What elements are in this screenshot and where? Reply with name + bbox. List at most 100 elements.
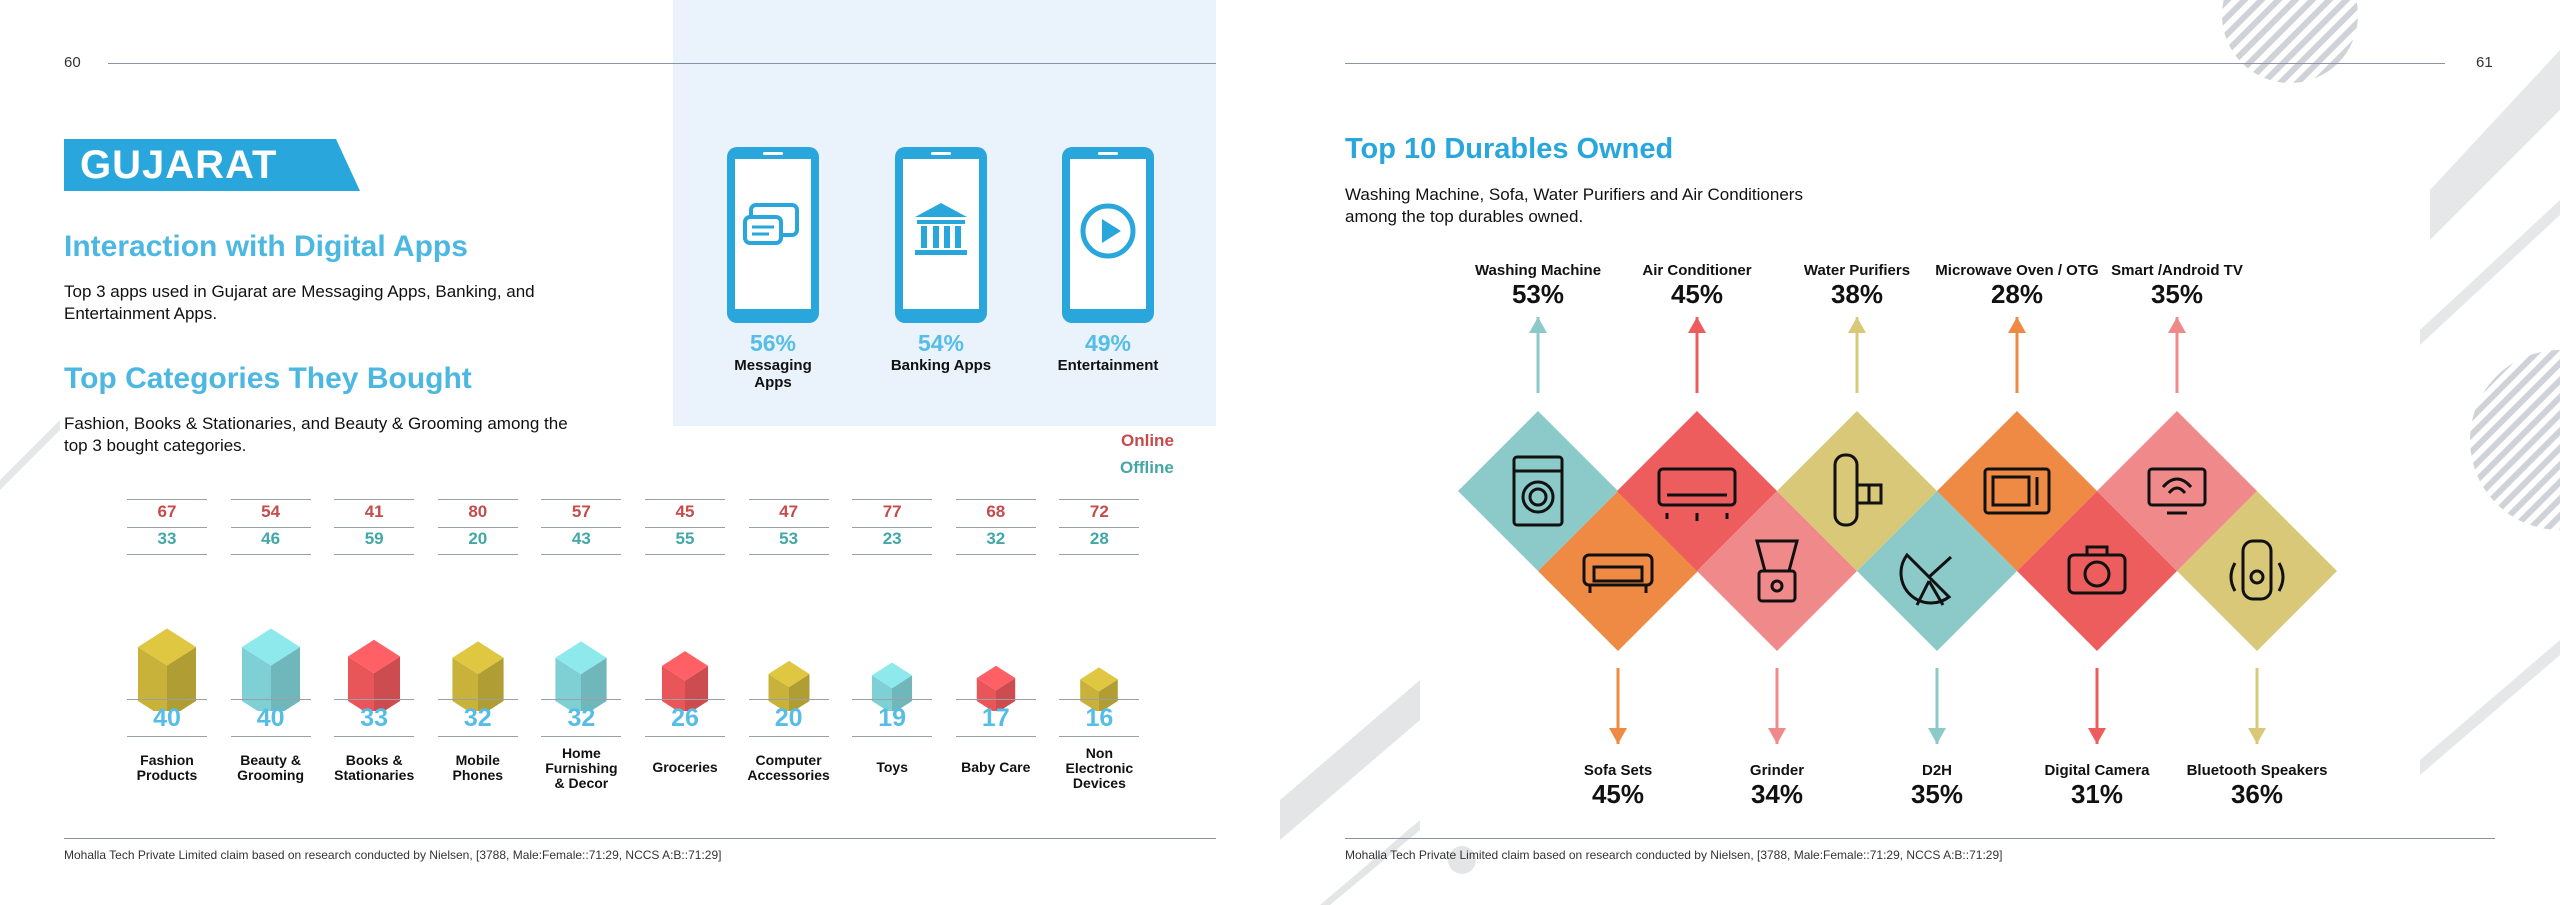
category-divider	[437, 554, 518, 555]
arrow-down	[2088, 668, 2106, 744]
category-divider	[127, 527, 207, 528]
category-online-value: 67	[157, 502, 177, 521]
category-divider	[955, 699, 1036, 700]
category-divider	[230, 736, 311, 737]
category-cube	[1080, 667, 1119, 711]
category-label: Fashion Products	[136, 752, 198, 783]
category-divider	[334, 699, 415, 700]
category-divider	[334, 736, 415, 737]
air-conditioner-icon	[1657, 467, 1737, 521]
speaker-icon	[2229, 539, 2285, 601]
app-card-banking: 54% Banking Apps	[886, 145, 996, 374]
category-offline-value: 20	[468, 529, 488, 548]
category-divider	[955, 499, 1036, 500]
durable-percentage: 28%	[1990, 279, 2044, 309]
section-heading-categories: Top Categories They Bought	[64, 362, 472, 395]
durable-label-bottom: Digital Camera 31%	[2007, 762, 2187, 810]
category-divider	[230, 527, 311, 528]
category-divider	[955, 736, 1036, 737]
category-divider	[645, 699, 725, 700]
category-divider	[127, 736, 207, 737]
category-divider	[748, 699, 829, 700]
category-column: 77 23 19 Toys	[852, 499, 933, 799]
category-label: Mobile Phones	[452, 752, 504, 783]
durables-text: Washing Machine, Sofa, Water Purifiers a…	[1345, 184, 1803, 228]
legend-online: Online	[1121, 431, 1174, 450]
arrow-up	[1688, 317, 1706, 393]
category-divider	[437, 499, 518, 500]
category-column: 68 32 17 Baby Care	[955, 499, 1036, 799]
category-divider	[1059, 554, 1140, 555]
category-divider	[437, 699, 518, 700]
category-label: Computer Accessories	[747, 752, 830, 783]
durable-percentage: 45%	[1670, 279, 1724, 309]
water-purifier-icon	[1833, 453, 1883, 527]
category-column: 67 33 40 Fashion Products	[127, 499, 207, 799]
title-tag-shape	[64, 139, 360, 191]
durable-percentage: 36%	[2230, 779, 2284, 809]
category-divider	[334, 499, 415, 500]
app-label: Banking Apps	[890, 357, 992, 374]
app-card-entertainment: 49% Entertainment	[1053, 145, 1163, 374]
header-rule-right	[1345, 63, 2445, 64]
category-offline-value: 33	[157, 529, 177, 548]
category-offline-value: 55	[675, 529, 695, 548]
arrow-up	[2008, 317, 2026, 393]
category-column: 47 53 20 Computer Accessories	[747, 499, 830, 799]
category-online-value: 72	[1089, 502, 1109, 521]
app-pct: 54%	[917, 330, 965, 356]
category-online-value: 54	[261, 502, 281, 521]
category-percentage: 20	[774, 704, 803, 732]
category-cube	[555, 641, 607, 711]
category-label: Toys	[876, 759, 908, 775]
durable-label-bottom: Sofa Sets 45%	[1528, 762, 1708, 810]
durable-label-bottom: Grinder 34%	[1687, 762, 1867, 810]
durable-name: Air Conditioner	[1642, 262, 1752, 279]
durable-label-bottom: Bluetooth Speakers 36%	[2167, 762, 2347, 810]
footer-right: Mohalla Tech Private Limited claim based…	[1345, 848, 2003, 862]
durable-label-top: Washing Machine 53%	[1448, 262, 1628, 310]
category-cube	[348, 639, 401, 711]
arrow-down	[1928, 668, 1946, 744]
category-divider	[955, 527, 1036, 528]
category-divider	[645, 527, 725, 528]
satellite-dish-icon	[1899, 552, 1953, 606]
category-divider	[645, 736, 725, 737]
category-divider	[230, 699, 311, 700]
category-divider	[127, 699, 207, 700]
category-divider	[1059, 699, 1140, 700]
category-divider	[645, 554, 725, 555]
category-percentage: 40	[153, 704, 181, 732]
play-icon	[1062, 147, 1154, 323]
category-divider	[748, 499, 829, 500]
footer-rule-right	[1345, 838, 2495, 839]
durable-name: Grinder	[1749, 762, 1805, 779]
category-divider	[852, 699, 933, 700]
diamond-shape	[1617, 411, 1777, 571]
durable-label-top: Air Conditioner 45%	[1607, 262, 1787, 310]
durable-name: Smart /Android TV	[2111, 262, 2243, 279]
category-divider	[334, 527, 415, 528]
category-percentage: 16	[1085, 704, 1114, 732]
category-cube	[768, 660, 810, 711]
page-number-left: 60	[64, 54, 81, 71]
category-cube	[872, 662, 913, 711]
durable-name: Bluetooth Speakers	[2186, 762, 2328, 779]
durable-percentage: 34%	[1750, 779, 1804, 809]
footer-rule-left	[64, 838, 1216, 839]
arrow-up	[2168, 317, 2186, 393]
section-text-categories-line1: Fashion, Books & Stationaries, and Beaut…	[64, 414, 568, 433]
category-online-value: 47	[779, 502, 799, 521]
microwave-icon	[1983, 467, 2051, 515]
category-divider	[334, 554, 415, 555]
category-column: 57 43 32 Home Furnishing & Decor	[541, 499, 622, 799]
category-divider	[437, 736, 518, 737]
category-divider	[1059, 736, 1140, 737]
app-pct: 56%	[749, 330, 797, 356]
durable-name: Washing Machine	[1474, 262, 1602, 279]
durable-name: Digital Camera	[2044, 762, 2150, 779]
category-percentage: 19	[878, 704, 907, 732]
tv-icon	[2147, 467, 2207, 515]
durable-percentage: 31%	[2070, 779, 2124, 809]
